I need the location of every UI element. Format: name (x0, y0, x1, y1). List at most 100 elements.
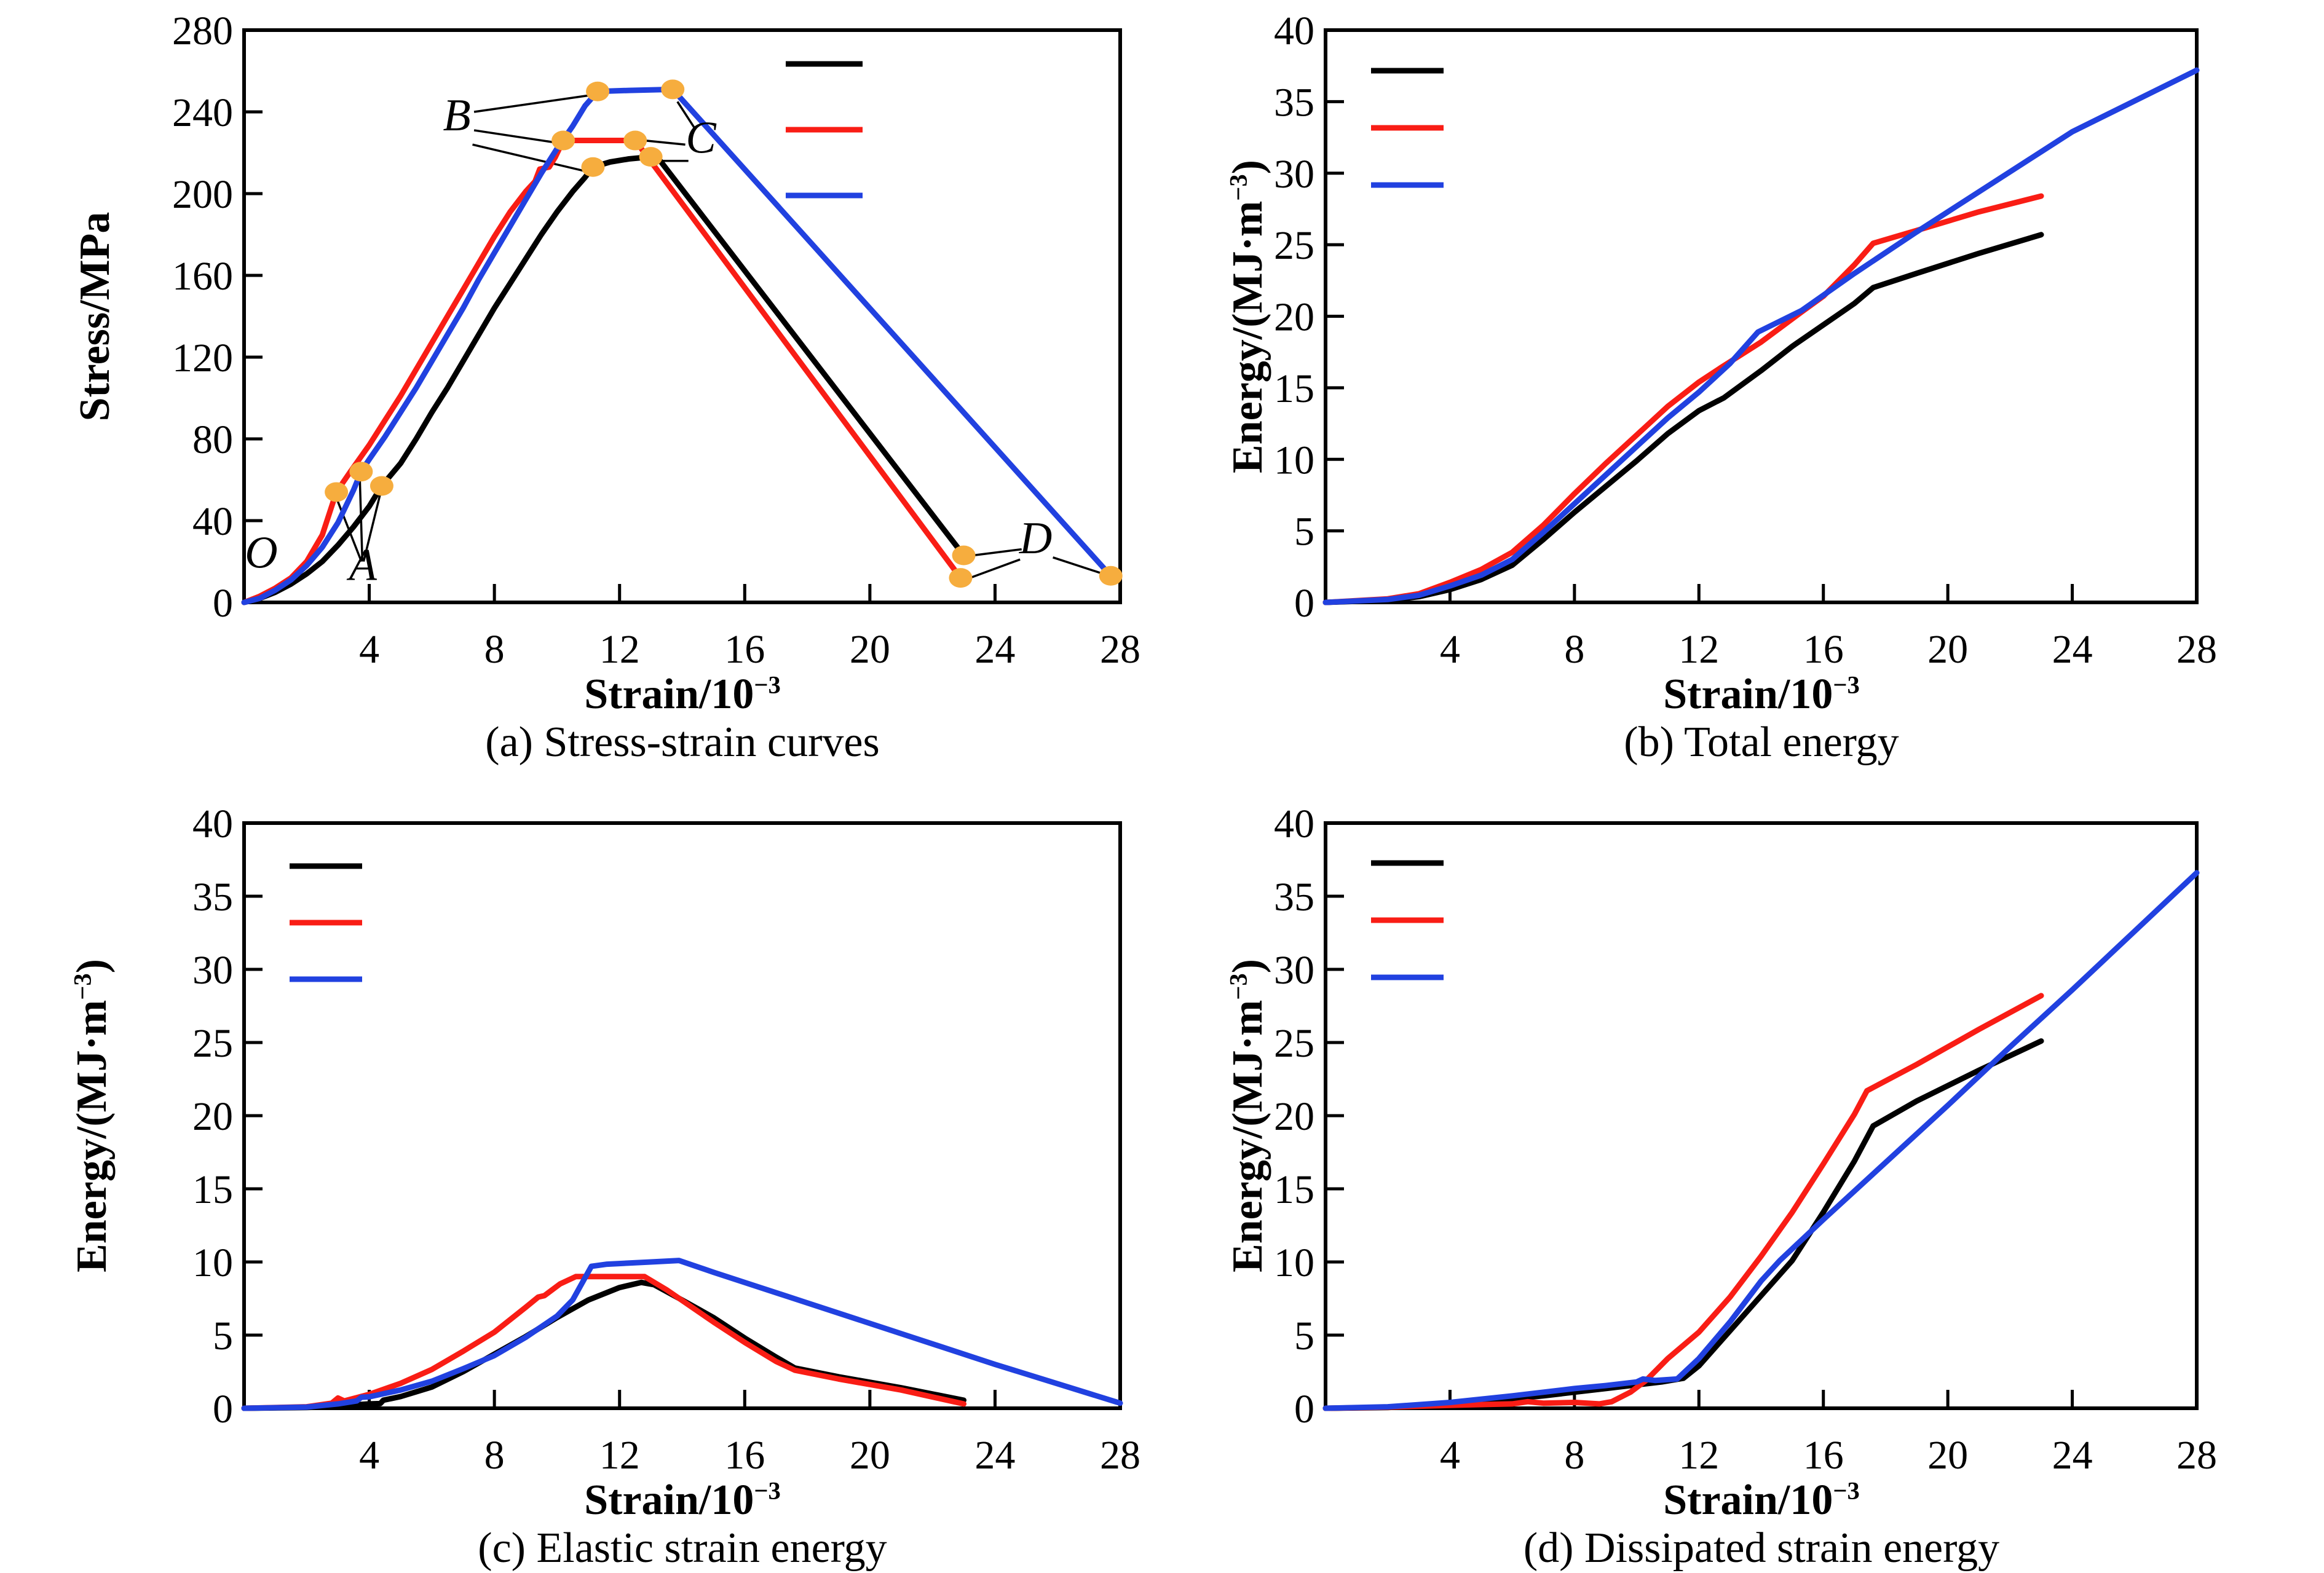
y-tick-label: 25 (1274, 223, 1314, 268)
y-tick-label: 200 (172, 172, 233, 217)
y-tick-label: 0 (213, 1387, 233, 1432)
y-tick-label: 30 (192, 948, 233, 993)
feature-point-marker (639, 147, 663, 167)
y-tick-label: 5 (1294, 510, 1314, 554)
x-tick-label: 4 (359, 1433, 379, 1478)
feature-point-marker (349, 462, 373, 482)
caption-d: (d) Dissipated strain energy (1523, 1524, 2000, 1572)
y-axis-title-energy: Energy/(MJ·m−3) (68, 959, 116, 1272)
feature-point-marker (623, 130, 647, 151)
plot-border (242, 821, 1122, 1410)
plot-border (242, 28, 1122, 604)
y-tick-label: 160 (172, 254, 233, 299)
x-tick-label: 20 (1927, 1433, 1968, 1478)
caption-a: (a) Stress-strain curves (485, 719, 880, 766)
feature-point-marker (325, 482, 349, 502)
curve-134.244-MPa (1322, 993, 2044, 1411)
y-tick-label: 30 (1274, 948, 1314, 993)
x-axis-title-strain: Strain/10−3 (1663, 671, 1860, 718)
y-tick-label: 80 (192, 417, 233, 462)
y-tick-label: 15 (1274, 1167, 1314, 1212)
y-tick-label: 0 (213, 581, 233, 626)
x-tick-label: 12 (599, 627, 640, 672)
x-tick-label: 24 (2052, 1433, 2093, 1478)
x-tick-label: 16 (724, 1433, 765, 1478)
y-tick-label: 10 (1274, 1240, 1314, 1285)
panel-total-energy: 4 8 12 16 20 24 28 0 5 10 15 20 25 30 35 40 Energy/(MJ·… (1162, 0, 2324, 779)
x-tick-label: 12 (599, 1433, 640, 1478)
curve-89.496-MPa (1322, 1038, 2044, 1411)
curve-178.992-MPa (241, 1258, 1123, 1411)
annotation-line-B (473, 94, 589, 113)
panel-dissipated-strain-energy: 4 8 12 16 20 24 28 0 5 10 15 20 25 30 35 40 Energy/(MJ·… (1162, 780, 2324, 1572)
x-axis-title-strain: Strain/10−3 (584, 1476, 781, 1524)
annotation-label-B: B (443, 90, 470, 141)
x-tick-label: 8 (1564, 627, 1584, 672)
annotation-line-D (1053, 556, 1104, 575)
y-tick-label: 120 (172, 336, 233, 380)
y-tick-label: 35 (192, 875, 233, 920)
y-tick-label: 10 (192, 1240, 233, 1285)
curve-89.496-MPa (1322, 232, 2044, 605)
x-tick-label: 20 (850, 1433, 890, 1478)
y-tick-label: 25 (192, 1021, 233, 1066)
annotation-line-C (676, 101, 696, 129)
y-axis-title-energy: Energy/(MJ·m−3) (1224, 160, 1271, 473)
curve-178.992-MPa (241, 86, 1114, 605)
y-tick-label: 5 (1294, 1314, 1314, 1358)
feature-point-marker (551, 130, 575, 151)
x-tick-label: 16 (1803, 1433, 1844, 1478)
y-tick-label: 240 (172, 90, 233, 135)
x-axis-title-strain: Strain/10−3 (1663, 1476, 1860, 1524)
y-tick-label: 10 (1274, 438, 1314, 483)
annotation-label-O: O (245, 527, 277, 578)
x-tick-label: 4 (1440, 1433, 1460, 1478)
panel-elastic-strain-energy: 4 8 12 16 20 24 28 0 5 10 15 20 25 30 35 40 Energy/(MJ·… (0, 780, 1162, 1572)
annotation-label-A: A (346, 540, 377, 590)
elastic-energy-plot: 4 8 12 16 20 24 28 0 5 10 15 20 25 30 35 40 (192, 802, 1140, 1478)
annotation-line-D (973, 548, 1022, 557)
x-tick-label: 12 (1678, 627, 1719, 672)
x-tick-label: 24 (974, 1433, 1015, 1478)
plot-border (1324, 821, 2199, 1410)
y-tick-label: 20 (1274, 1094, 1314, 1139)
dissipated-energy-plot: 4 8 12 16 20 24 28 0 5 10 15 20 25 30 35 40 (1274, 802, 2217, 1478)
y-tick-label: 280 (172, 9, 233, 53)
plot-border (1324, 28, 2199, 604)
x-tick-label: 28 (2176, 1433, 2217, 1478)
x-tick-label: 24 (2052, 627, 2093, 672)
annotation-line-D (970, 558, 1021, 579)
y-tick-label: 40 (1274, 802, 1314, 846)
y-tick-label: 25 (1274, 1021, 1314, 1066)
panel-stress-strain: 4 8 12 16 20 24 28 0 40 80 120 160 200 240 280 O A B C D St… (0, 0, 1162, 779)
feature-point-marker (661, 79, 685, 100)
x-tick-label: 16 (724, 627, 765, 672)
x-tick-label: 24 (974, 627, 1015, 672)
x-tick-label: 12 (1678, 1433, 1719, 1478)
y-tick-label: 20 (192, 1094, 233, 1139)
y-tick-label: 35 (1274, 80, 1314, 125)
annotation-line-B (473, 129, 556, 144)
y-axis-title-stress: Stress/MPa (71, 211, 119, 422)
feature-point-marker (586, 81, 610, 101)
y-tick-label: 0 (1294, 1387, 1314, 1432)
feature-point-marker (952, 545, 976, 566)
feature-point-marker (581, 157, 605, 177)
total-energy-plot: 4 8 12 16 20 24 28 0 5 10 15 20 25 30 35 40 (1274, 9, 2217, 672)
x-tick-label: 20 (1927, 627, 1968, 672)
y-tick-label: 40 (192, 499, 233, 544)
y-tick-label: 15 (192, 1167, 233, 1212)
y-tick-label: 40 (1274, 9, 1314, 53)
y-axis-title-energy: Energy/(MJ·m−3) (1224, 959, 1271, 1272)
annotation-label-D: D (1019, 513, 1052, 564)
x-tick-label: 8 (484, 1433, 505, 1478)
annotation-line-A (362, 494, 382, 562)
y-tick-label: 5 (213, 1314, 233, 1358)
curve-178.992-MPa (1322, 870, 2200, 1411)
feature-point-marker (370, 476, 393, 496)
annotation-line-C (644, 139, 686, 146)
x-tick-label: 16 (1803, 627, 1844, 672)
x-tick-label: 28 (1100, 1433, 1140, 1478)
